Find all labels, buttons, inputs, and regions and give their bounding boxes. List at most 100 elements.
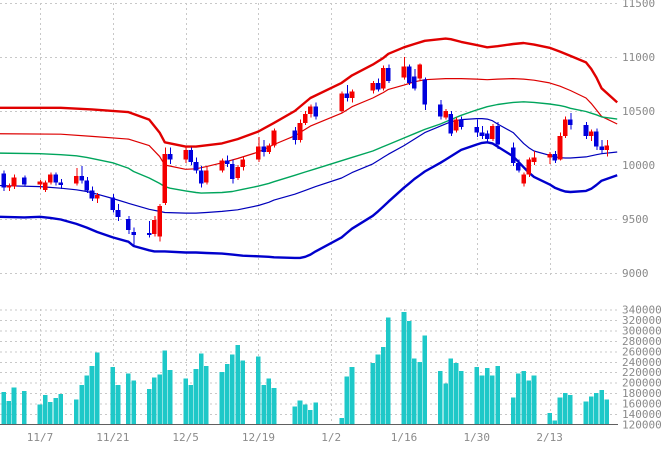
volume-bar bbox=[458, 371, 464, 425]
volume-bar bbox=[152, 377, 157, 425]
volume-bar bbox=[224, 363, 230, 425]
candle-body bbox=[313, 106, 318, 117]
candle-body bbox=[224, 160, 230, 164]
candle-body bbox=[198, 170, 204, 184]
candle-body bbox=[386, 67, 391, 81]
volume-bar bbox=[42, 395, 48, 425]
volume-bar bbox=[37, 404, 43, 425]
candle-body bbox=[583, 125, 589, 136]
volume-bar bbox=[531, 375, 537, 425]
candle-body bbox=[42, 182, 48, 190]
candle-body bbox=[84, 180, 90, 191]
volume-bar bbox=[48, 402, 53, 425]
candle-body bbox=[412, 76, 417, 89]
volume-bar bbox=[58, 394, 64, 425]
volume-bar bbox=[521, 371, 526, 425]
volume-bar bbox=[495, 365, 500, 425]
volume-bar bbox=[583, 401, 589, 425]
candle-body bbox=[58, 182, 64, 185]
candle-body bbox=[11, 177, 17, 187]
volume-bar bbox=[448, 358, 454, 425]
candle-body bbox=[162, 154, 168, 203]
volume-axis-label: 260000 bbox=[622, 345, 662, 358]
candle-body bbox=[568, 119, 573, 126]
volume-bar bbox=[261, 384, 266, 425]
candle-body bbox=[115, 209, 121, 217]
volume-bar bbox=[339, 418, 344, 425]
volume-axis-label: 300000 bbox=[622, 324, 662, 337]
volume-bar bbox=[94, 352, 100, 425]
volume-bar bbox=[594, 393, 599, 425]
candle-body bbox=[204, 170, 209, 183]
volume-axis-label: 200000 bbox=[622, 377, 662, 390]
volume-bar bbox=[490, 375, 495, 425]
volume-bar bbox=[297, 400, 303, 425]
volume-bar bbox=[552, 420, 558, 425]
volume-bar bbox=[53, 397, 58, 425]
candle-body bbox=[48, 174, 53, 183]
candle-body bbox=[448, 114, 454, 134]
candle-body bbox=[131, 231, 136, 236]
envelope-bands bbox=[0, 37, 619, 260]
volume-bars bbox=[1, 312, 610, 425]
band-mid bbox=[0, 101, 618, 194]
candle-body bbox=[167, 154, 173, 160]
volume-bar bbox=[74, 399, 79, 425]
volume-bar bbox=[183, 378, 188, 425]
volume-bar bbox=[230, 354, 235, 425]
volume-bar bbox=[115, 384, 121, 425]
volume-bar bbox=[370, 362, 376, 425]
candle-body bbox=[526, 159, 532, 175]
volume-bar bbox=[204, 365, 209, 425]
volume-bar bbox=[422, 335, 428, 425]
volume-bar bbox=[516, 373, 521, 425]
candle-body bbox=[510, 147, 516, 163]
candle-body bbox=[292, 130, 298, 141]
date-axis-label: 1/30 bbox=[464, 431, 491, 444]
volume-bar bbox=[380, 347, 386, 425]
candle-body bbox=[308, 106, 313, 115]
candle-body bbox=[188, 149, 194, 162]
volume-bar bbox=[1, 392, 6, 425]
volume-bar bbox=[219, 372, 225, 425]
candle-body bbox=[370, 82, 376, 91]
volume-bar bbox=[240, 360, 246, 425]
candle-body bbox=[261, 146, 266, 153]
candle-body bbox=[380, 67, 386, 89]
candle-body bbox=[37, 181, 43, 185]
volume-bar bbox=[188, 384, 194, 425]
volume-bar bbox=[453, 362, 459, 425]
candle-body bbox=[53, 174, 58, 183]
volume-bar bbox=[22, 391, 27, 425]
date-axis-label: 1/16 bbox=[391, 431, 418, 444]
candle-body bbox=[516, 162, 521, 171]
volume-bar bbox=[235, 345, 240, 425]
volume-bar bbox=[146, 388, 152, 425]
candle-body bbox=[240, 159, 246, 168]
volume-bar bbox=[11, 387, 17, 425]
volume-bar bbox=[193, 369, 199, 425]
axis-labels: 11500 11000 10500 10000 9500 9000 340000320000… bbox=[27, 0, 662, 444]
date-axis-label: 11/21 bbox=[96, 431, 129, 444]
candle-body bbox=[271, 130, 277, 146]
candle-body bbox=[235, 167, 240, 178]
volume-bar bbox=[256, 356, 261, 425]
candle-body bbox=[297, 122, 303, 141]
candle-body bbox=[79, 175, 84, 181]
candle-body bbox=[599, 146, 604, 150]
volume-bar bbox=[406, 321, 412, 425]
volume-axis-label: 220000 bbox=[622, 366, 662, 379]
volume-bar bbox=[313, 402, 318, 425]
band-upper2 bbox=[0, 37, 619, 148]
volume-bar bbox=[599, 390, 604, 425]
candle-body bbox=[401, 66, 407, 78]
volume-bar bbox=[438, 371, 443, 425]
candle-body bbox=[266, 145, 272, 153]
volume-bar bbox=[266, 378, 272, 425]
candle-body bbox=[126, 219, 131, 230]
price-axis-label: 10000 bbox=[622, 159, 655, 172]
candle-body bbox=[1, 173, 6, 188]
candle-body bbox=[230, 163, 235, 180]
candle-body bbox=[562, 119, 568, 136]
